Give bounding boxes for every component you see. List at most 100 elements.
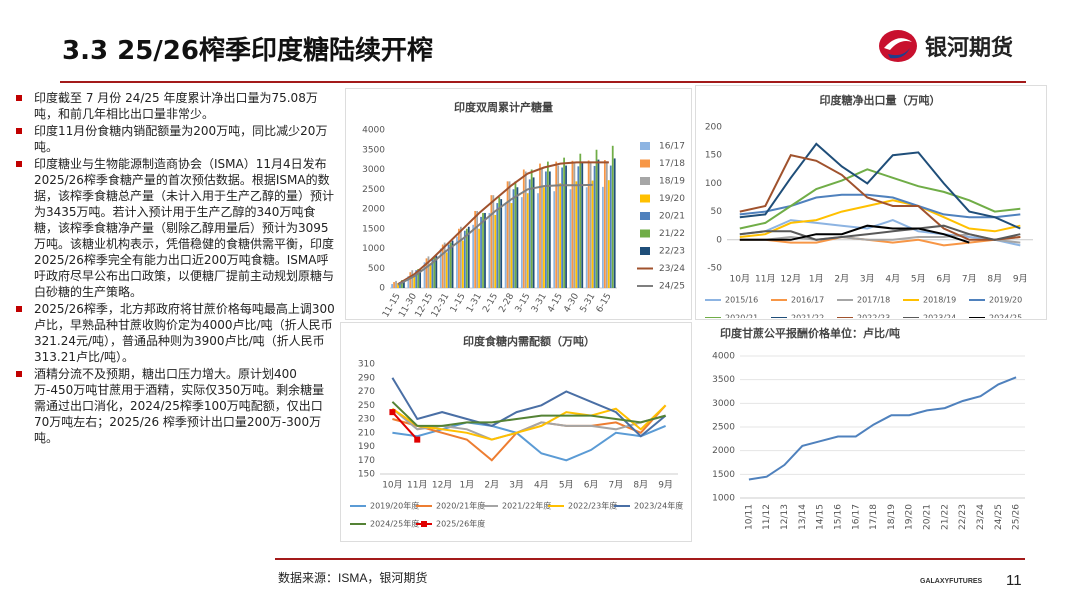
marker bbox=[389, 409, 396, 416]
bar bbox=[431, 258, 434, 288]
legend-label: 2020/21年度 bbox=[436, 501, 485, 511]
bar bbox=[530, 169, 533, 288]
legend-label: 22/23 bbox=[659, 247, 685, 257]
logo-icon bbox=[879, 30, 917, 62]
bar bbox=[532, 177, 535, 288]
bar bbox=[417, 269, 420, 288]
bar bbox=[603, 160, 606, 288]
x-tick-label: 15/16 bbox=[833, 504, 843, 530]
y-tick-label: 190 bbox=[358, 442, 375, 452]
y-tick-label: 1000 bbox=[362, 244, 385, 254]
bar bbox=[504, 203, 507, 288]
bullet: 印度11月份食糖内销配额量为200万吨，同比减少20万吨。 bbox=[14, 123, 336, 155]
series-line bbox=[392, 421, 666, 462]
y-tick-label: 500 bbox=[368, 264, 385, 274]
bar bbox=[514, 181, 517, 288]
x-tick-label: 12月 bbox=[432, 480, 452, 491]
page-number: 11 bbox=[1006, 572, 1022, 589]
x-tick-label: 21/22 bbox=[940, 504, 950, 530]
bar bbox=[595, 149, 598, 288]
y-tick-label: 3500 bbox=[362, 145, 385, 155]
y-tick-label: 200 bbox=[705, 123, 722, 133]
x-tick-label: 11/12 bbox=[762, 504, 772, 530]
legend-label: 2024/25 bbox=[989, 314, 1022, 319]
x-tick-label: 11月 bbox=[755, 274, 775, 285]
bar bbox=[528, 179, 531, 288]
x-tick-label: 3-15 bbox=[514, 292, 533, 315]
y-tick-label: 1500 bbox=[712, 470, 735, 480]
x-tick-label: 7月 bbox=[609, 480, 624, 491]
bar bbox=[498, 197, 501, 288]
legend-label: 2018/19 bbox=[923, 296, 956, 305]
bar bbox=[543, 187, 545, 288]
chart-title: 印度食糖内需配额（万吨） bbox=[463, 334, 595, 348]
y-tick-label: 1000 bbox=[712, 494, 735, 504]
bar bbox=[411, 270, 414, 288]
y-tick-label: 3500 bbox=[712, 375, 735, 385]
bar bbox=[467, 226, 470, 288]
bar bbox=[465, 228, 468, 288]
x-tick-label: 4月 bbox=[885, 274, 900, 285]
chart-frame bbox=[345, 88, 692, 320]
bar bbox=[429, 264, 432, 288]
legend-label: 2017/18 bbox=[857, 296, 890, 305]
y-tick-label: 4000 bbox=[362, 126, 385, 136]
x-tick-label: 6月 bbox=[584, 480, 599, 491]
y-tick-label: 2000 bbox=[362, 205, 385, 215]
bar bbox=[490, 195, 493, 288]
series-line bbox=[748, 376, 1017, 481]
x-tick-label: 2月 bbox=[834, 274, 849, 285]
bar bbox=[571, 160, 574, 288]
bar bbox=[460, 226, 462, 288]
legend-swatch bbox=[640, 194, 650, 203]
legend-label: 2021/22 bbox=[791, 314, 824, 319]
legend-label: 2023/24年度 bbox=[634, 501, 683, 511]
series-line bbox=[739, 142, 1021, 230]
bar bbox=[559, 183, 562, 288]
bar bbox=[522, 169, 525, 288]
y-tick-label: 310 bbox=[358, 360, 375, 370]
x-tick-label: 10月 bbox=[730, 274, 750, 285]
x-tick-label: 4-15 bbox=[546, 292, 565, 315]
legend-swatch bbox=[640, 177, 650, 185]
bar bbox=[397, 283, 399, 288]
series-line bbox=[739, 224, 970, 244]
bar bbox=[581, 161, 584, 288]
bar bbox=[441, 244, 444, 288]
bar bbox=[445, 252, 448, 288]
bar bbox=[456, 236, 458, 288]
brand: GALAXYFUTURES bbox=[920, 578, 983, 585]
bullet: 2025/26榨季，北方邦政府将甘蔗价格每吨最高上调300卢比，早熟品种甘蔗收购… bbox=[14, 301, 336, 365]
bar bbox=[585, 187, 588, 288]
series-line bbox=[391, 377, 667, 438]
legend-label: 2020/21 bbox=[725, 314, 758, 319]
legend-label: 2019/20 bbox=[989, 296, 1022, 305]
y-tick-label: 290 bbox=[358, 373, 375, 383]
x-tick-label: 22/23 bbox=[958, 504, 968, 530]
x-tick-label: 8月 bbox=[987, 274, 1002, 285]
x-tick-label: 2月 bbox=[484, 480, 499, 491]
chart: 印度双周累计产糖量 0 500 1000 1500 2000 2500 3000 3500 400… bbox=[362, 100, 685, 318]
bar bbox=[526, 193, 529, 288]
x-tick-label: 4月 bbox=[534, 480, 549, 491]
x-tick-label: 13/14 bbox=[798, 504, 808, 530]
bar bbox=[539, 163, 541, 288]
x-tick-label: 7月 bbox=[962, 274, 977, 285]
bar bbox=[449, 242, 452, 288]
bullet: 酒精分流不及预期，糖出口压力增大。原计划400万-450万吨甘蔗用于酒精，实际仅… bbox=[14, 366, 336, 446]
bar bbox=[548, 171, 551, 288]
bar bbox=[557, 165, 560, 288]
legend-label: 2019/20年度 bbox=[370, 501, 419, 511]
x-tick-label: 1-15 bbox=[449, 292, 468, 315]
legend-swatch bbox=[640, 142, 650, 150]
x-tick-label: 3月 bbox=[509, 480, 524, 491]
bar bbox=[478, 228, 480, 288]
bar bbox=[602, 186, 604, 288]
legend-label: 2023/24 bbox=[923, 314, 956, 319]
legend-label: 24/25 bbox=[659, 282, 685, 292]
series-line bbox=[391, 411, 419, 441]
bar bbox=[500, 199, 503, 288]
bar bbox=[524, 171, 527, 288]
y-tick-label: 0 bbox=[716, 235, 722, 245]
